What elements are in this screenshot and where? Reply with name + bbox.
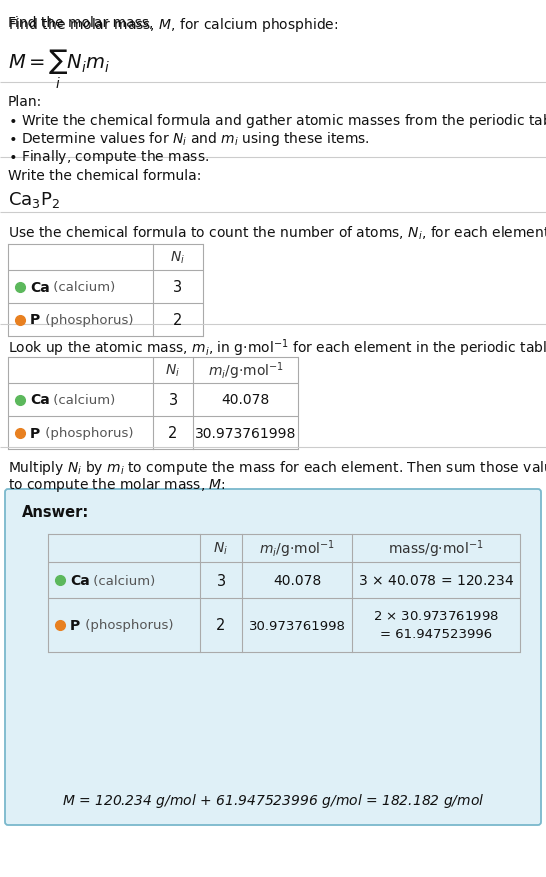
Text: 2: 2	[168, 425, 177, 440]
Text: P: P	[30, 313, 40, 327]
Text: 2: 2	[216, 617, 225, 633]
Text: Look up the atomic mass, $m_i$, in g$\cdot$mol$^{-1}$ for each element in the pe: Look up the atomic mass, $m_i$, in g$\cd…	[8, 337, 546, 358]
Text: (calcium): (calcium)	[49, 394, 115, 407]
Text: 3 $\times$ 40.078 = 120.234: 3 $\times$ 40.078 = 120.234	[358, 574, 514, 588]
Text: 30.973761998: 30.973761998	[248, 619, 346, 631]
Text: Ca: Ca	[30, 393, 50, 407]
Text: Plan:: Plan:	[8, 95, 42, 109]
Text: $\bullet$ Finally, compute the mass.: $\bullet$ Finally, compute the mass.	[8, 148, 209, 166]
Text: 3: 3	[174, 280, 182, 295]
Text: Find the molar mass,: Find the molar mass,	[8, 16, 158, 30]
Text: $m_i$/g$\cdot$mol$^{-1}$: $m_i$/g$\cdot$mol$^{-1}$	[259, 538, 335, 560]
Text: Ca: Ca	[70, 574, 90, 588]
Text: 2: 2	[173, 312, 183, 328]
Text: Answer:: Answer:	[22, 504, 89, 519]
Text: 30.973761998: 30.973761998	[195, 426, 296, 440]
Text: $m_i$/g$\cdot$mol$^{-1}$: $m_i$/g$\cdot$mol$^{-1}$	[207, 360, 283, 381]
Text: Multiply $N_i$ by $m_i$ to compute the mass for each element. Then sum those val: Multiply $N_i$ by $m_i$ to compute the m…	[8, 459, 546, 476]
Text: Write the chemical formula:: Write the chemical formula:	[8, 168, 201, 182]
Text: P: P	[70, 618, 80, 632]
Text: 3: 3	[216, 573, 225, 588]
Text: to compute the molar mass, $M$:: to compute the molar mass, $M$:	[8, 475, 226, 494]
Text: $N_i$: $N_i$	[213, 540, 229, 557]
Text: $M = \sum_i N_i m_i$: $M = \sum_i N_i m_i$	[8, 48, 110, 91]
Text: Use the chemical formula to count the number of atoms, $N_i$, for each element:: Use the chemical formula to count the nu…	[8, 225, 546, 242]
Text: (phosphorus): (phosphorus)	[81, 619, 174, 631]
Text: 40.078: 40.078	[273, 574, 321, 588]
Text: (phosphorus): (phosphorus)	[41, 314, 134, 326]
Text: $\bullet$ Determine values for $N_i$ and $m_i$ using these items.: $\bullet$ Determine values for $N_i$ and…	[8, 130, 370, 148]
Text: Ca: Ca	[30, 280, 50, 294]
Text: $N_i$: $N_i$	[165, 362, 181, 379]
Text: $M$ = 120.234 g/mol + 61.947523996 g/mol = 182.182 g/mol: $M$ = 120.234 g/mol + 61.947523996 g/mol…	[62, 791, 484, 809]
Text: 2 $\times$ 30.973761998: 2 $\times$ 30.973761998	[373, 610, 499, 623]
Text: 3: 3	[168, 393, 177, 408]
Text: = 61.947523996: = 61.947523996	[380, 628, 492, 641]
Text: P: P	[30, 426, 40, 440]
Text: (calcium): (calcium)	[89, 574, 155, 587]
Text: (calcium): (calcium)	[49, 281, 115, 294]
Text: $\bullet$ Write the chemical formula and gather atomic masses from the periodic : $\bullet$ Write the chemical formula and…	[8, 112, 546, 130]
Text: $N_i$: $N_i$	[170, 250, 186, 266]
FancyBboxPatch shape	[5, 489, 541, 825]
Text: Find the molar mass, $M$, for calcium phosphide:: Find the molar mass, $M$, for calcium ph…	[8, 16, 339, 34]
Text: $\mathsf{Ca_3P_2}$: $\mathsf{Ca_3P_2}$	[8, 189, 60, 210]
Text: 40.078: 40.078	[221, 393, 270, 407]
Text: (phosphorus): (phosphorus)	[41, 426, 134, 439]
Text: mass/g$\cdot$mol$^{-1}$: mass/g$\cdot$mol$^{-1}$	[388, 538, 484, 560]
